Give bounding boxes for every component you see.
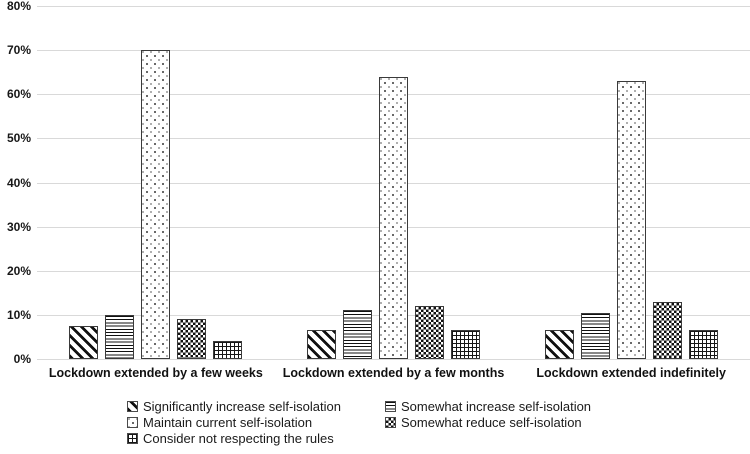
bar-dots-group-3 xyxy=(616,81,646,359)
bar-dots-group-1 xyxy=(141,50,171,359)
y-tick-label-30: 30% xyxy=(6,219,31,234)
legend-label: Somewhat increase self-isolation xyxy=(401,399,592,414)
y-tick-label-60: 60% xyxy=(6,87,31,102)
y-tick-label-80: 80% xyxy=(6,0,31,13)
gridline-0 xyxy=(37,359,750,360)
bar-group-1 xyxy=(37,6,275,359)
x-axis-category-labels: Lockdown extended by a few weeks Lockdown… xyxy=(37,366,750,384)
legend-label: Somewhat reduce self-isolation xyxy=(401,415,582,430)
bar-grid-group-3 xyxy=(688,330,718,359)
gridline-80 xyxy=(37,6,750,7)
gridline-70 xyxy=(37,50,750,52)
y-tick-label-20: 20% xyxy=(6,263,31,278)
checkerboard-pattern-icon xyxy=(385,417,396,428)
bar-diagonal-stripes-group-2 xyxy=(306,330,336,359)
y-tick-label-40: 40% xyxy=(6,175,31,190)
bar-group-2 xyxy=(275,6,513,359)
legend-item-checkerboard: Somewhat reduce self-isolation xyxy=(385,415,591,430)
bar-checkerboard-group-3 xyxy=(652,301,682,359)
bar-horizontal-lines-group-2 xyxy=(342,310,372,359)
legend-item-diagonal-stripes: Significantly increase self-isolation xyxy=(127,399,385,414)
y-tick-label-10: 10% xyxy=(6,307,31,322)
dots-pattern-icon xyxy=(127,417,138,428)
horizontal-lines-pattern-icon xyxy=(385,401,396,412)
legend-label: Maintain current self-isolation xyxy=(143,415,313,430)
category-label-1: Lockdown extended by a few weeks xyxy=(48,366,263,380)
legend: Significantly increase self-isolation Som… xyxy=(127,399,591,446)
category-label-2: Lockdown extended by a few months xyxy=(282,366,505,380)
y-tick-label-50: 50% xyxy=(6,131,31,146)
bar-checkerboard-group-1 xyxy=(177,319,207,359)
bar-dots-group-2 xyxy=(378,76,408,359)
diagonal-stripes-pattern-icon xyxy=(127,401,138,412)
bar-horizontal-lines-group-1 xyxy=(105,314,135,359)
legend-item-grid: Consider not respecting the rules xyxy=(127,431,385,446)
plot-area xyxy=(37,6,750,360)
bar-grid-group-2 xyxy=(450,330,480,359)
bar-diagonal-stripes-group-3 xyxy=(544,330,574,359)
legend-item-dots: Maintain current self-isolation xyxy=(127,415,385,430)
grid-pattern-icon xyxy=(127,433,138,444)
category-label-3: Lockdown extended indefinitely xyxy=(536,366,726,380)
bar-group-3 xyxy=(512,6,750,359)
bar-grid-group-1 xyxy=(213,341,243,359)
legend-item-horizontal-lines: Somewhat increase self-isolation xyxy=(385,399,591,414)
legend-label: Significantly increase self-isolation xyxy=(143,399,341,414)
y-tick-label-0: 0% xyxy=(13,352,31,366)
y-tick-label-70: 70% xyxy=(6,43,31,58)
bar-diagonal-stripes-group-1 xyxy=(69,325,99,359)
bar-checkerboard-group-2 xyxy=(414,306,444,359)
bar-horizontal-lines-group-3 xyxy=(580,312,610,359)
y-axis: 0% 10% 20% 30% 40% 50% 60% 70% 80% xyxy=(0,0,33,366)
legend-label: Consider not respecting the rules xyxy=(143,431,334,446)
